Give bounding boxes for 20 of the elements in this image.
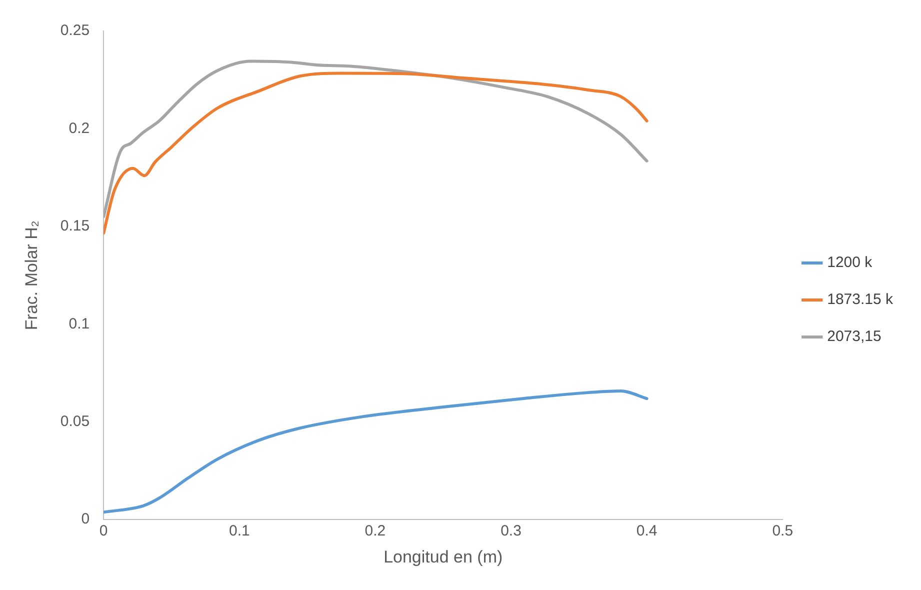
legend-label: 1200 k (827, 254, 873, 272)
legend-label: 2073,15 (827, 328, 882, 346)
y-tick-label: 0.05 (60, 413, 90, 430)
y-tick-label: 0 (81, 510, 90, 528)
x-axis-title: Longitud en (m) (384, 547, 503, 566)
y-tick-label: 0.2 (68, 120, 90, 137)
legend-label: 1873.15 k (827, 291, 894, 308)
line-series (104, 390, 648, 514)
x-tick-label: 0.1 (228, 522, 250, 540)
y-axis-title: Frac. Molar H₂ (22, 220, 41, 330)
y-tick-label: 0.25 (60, 22, 90, 40)
x-tick-label: 0 (99, 522, 108, 540)
x-tick-label: 0.4 (636, 522, 658, 540)
x-tick-label: 0.2 (364, 522, 386, 540)
line-series (104, 72, 648, 235)
y-tick-label: 0.1 (68, 315, 90, 332)
x-tick-label: 0.5 (772, 522, 794, 540)
line-series (104, 60, 648, 218)
x-tick-label: 0.3 (500, 522, 522, 540)
y-tick-label: 0.15 (60, 218, 90, 235)
